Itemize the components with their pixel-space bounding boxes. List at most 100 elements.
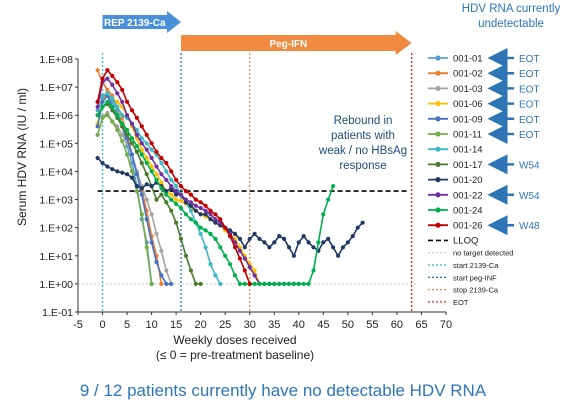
data-point-001-14 [169,177,174,182]
callout-label-001-01: EOT [519,54,540,65]
y-tick-label: 1.E+08 [39,54,73,66]
data-point-001-24 [237,281,242,286]
data-point-001-17 [129,141,135,146]
legend-label-001-01: 001-01 [453,54,483,65]
data-point-001-09 [129,152,135,157]
data-point-001-26 [115,80,120,85]
callout-label-001-06: EOT [519,100,540,111]
data-point-001-24 [178,205,184,211]
data-point-001-20 [237,236,242,241]
data-point-001-26 [213,212,218,217]
data-point-001-14 [110,96,115,101]
data-point-001-03 [164,268,169,273]
data-point-001-26 [178,184,184,189]
data-point-001-22 [159,172,164,177]
data-point-001-24 [242,281,247,286]
legend-marker-001-03 [435,85,441,91]
hdv-note-line2: undetectable [478,18,544,30]
legend-marker-001-02 [435,70,441,76]
x-tick-label: 0 [99,319,105,331]
data-point-001-22 [242,256,247,261]
data-point-001-22 [115,91,120,96]
y-tick-label: 1.E+05 [39,138,73,150]
callout-label-001-11: EOT [519,130,540,141]
data-point-001-24 [134,144,139,149]
data-point-001-17 [154,197,159,202]
data-point-001-26 [232,245,238,250]
data-point-001-26 [242,268,247,273]
data-point-001-02 [105,87,110,92]
data-point-001-03 [144,197,149,202]
data-point-001-09 [154,259,159,265]
legend: 001-01 EOT 001-02 EOT 001-03 EOT 001-06 EOT 001-… [428,48,540,307]
x-tick-label: 60 [391,319,403,331]
data-point-001-14 [198,231,203,236]
data-point-001-20 [326,236,331,241]
data-point-001-20 [139,186,144,191]
x-tick-label: 5 [124,319,130,331]
data-point-001-20 [247,236,252,241]
data-point-001-24 [213,236,218,241]
data-point-001-20 [129,175,135,180]
data-point-001-11 [100,115,105,120]
data-point-001-20 [306,240,311,245]
data-point-001-24 [139,152,144,157]
data-point-001-24 [257,281,262,286]
data-point-001-24 [252,281,257,286]
data-point-001-24 [311,268,316,273]
data-point-001-20 [360,220,365,225]
data-point-001-24 [110,104,115,109]
data-point-001-26 [164,160,169,166]
x-tick-label: 55 [366,319,378,331]
data-point-001-26 [228,234,233,239]
y-tick-label: 1.E+04 [39,166,73,178]
data-point-001-26 [139,124,144,129]
data-point-001-14 [115,104,120,109]
data-point-001-24 [105,99,110,104]
legend-label-001-20: 001-20 [453,175,483,186]
rebound-line4: response [339,160,387,172]
data-point-001-26 [125,99,130,104]
series-line-001-09 [96,94,172,285]
data-point-001-11 [95,132,100,137]
data-point-001-06 [139,147,144,152]
data-point-001-24 [203,228,208,233]
data-point-001-11 [139,212,144,217]
data-point-001-22 [95,104,100,109]
legend-label-001-09: 001-09 [453,114,483,125]
data-point-001-26 [237,256,242,261]
data-point-001-20 [262,240,267,245]
series-line-001-14 [96,92,221,285]
data-point-001-11 [149,281,154,286]
data-point-001-14 [203,245,208,250]
axes: -5 0 5 10 15 20 25 30 35 40 45 50 55 60 65 70 1.E-01 1.E+… [39,54,452,331]
data-point-001-24 [277,281,282,286]
data-point-001-17 [178,236,184,241]
data-point-001-20 [350,234,355,239]
data-point-001-26 [105,68,110,73]
legend-label-001-17: 001-17 [453,160,483,171]
y-tick-label: 1.E+07 [39,82,73,94]
data-point-001-17 [198,281,203,286]
data-point-001-26 [218,217,223,222]
data-point-001-20 [242,245,247,250]
data-point-001-11 [105,113,110,118]
data-point-001-22 [183,197,188,202]
data-point-001-17 [183,253,188,258]
series-line-001-03 [97,111,172,285]
legend-marker-001-20 [435,177,441,183]
data-point-001-20 [120,170,125,175]
y-tick-label: 1.E+00 [39,279,73,291]
data-point-001-24 [267,281,272,286]
data-point-001-06 [174,197,179,202]
data-point-001-20 [355,225,360,230]
data-point-001-22 [247,264,252,270]
data-point-001-24 [208,231,213,236]
data-point-001-26 [144,132,149,137]
data-point-001-20 [134,184,139,189]
rebound-line1: Rebound in [333,115,393,127]
data-point-001-03 [120,132,125,137]
data-point-001-20 [345,240,350,245]
data-point-001-24 [125,127,130,132]
callout-label-001-26: W48 [519,221,540,232]
